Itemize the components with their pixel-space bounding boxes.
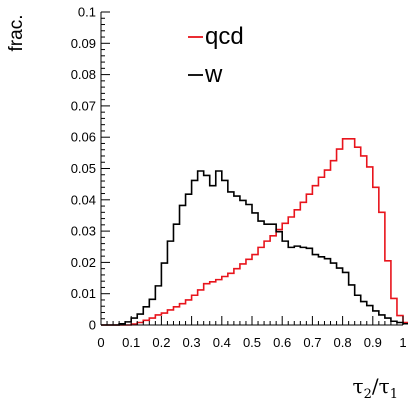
x-tick-label: 0.6 [273, 335, 291, 350]
x-tick-label: 0.7 [303, 335, 321, 350]
tick-labels-layer: 0 0.1 0.2 0.3 0.4 0.5 0.6 0.7 0.8 0.9 1 0 0.01 0.02 0.… [71, 5, 407, 351]
x-axis-title-num-sub: 2 [364, 387, 372, 402]
y-tick-label: 0 [89, 318, 96, 333]
y-tick-label: 0.05 [71, 161, 96, 176]
y-tick-label: 0.02 [71, 255, 96, 270]
y-tick-label: 0.07 [71, 98, 96, 113]
x-tick-label: 0.2 [152, 335, 170, 350]
x-tick-label: 0.5 [243, 335, 261, 350]
legend: qcd w [188, 23, 244, 88]
x-tick-label: 0.8 [334, 335, 352, 350]
x-tick-label: 0.4 [213, 335, 231, 350]
ticks-layer [100, 11, 404, 326]
x-tick-label: 0.3 [183, 335, 201, 350]
x-tick-label: 0.9 [364, 335, 382, 350]
series-line-qcd [101, 137, 408, 326]
x-tick-label: 0.1 [122, 335, 140, 350]
y-axis-title: frac. [6, 15, 27, 52]
y-tick-label: 0.01 [71, 286, 96, 301]
y-tick-label: 0.08 [71, 67, 96, 82]
legend-label-qcd: qcd [205, 23, 244, 50]
y-tick-label: 0.09 [71, 36, 96, 51]
x-tick-label: 0 [97, 335, 104, 350]
x-axis-title-num: τ [353, 374, 364, 398]
series-line-w [101, 170, 408, 326]
y-tick-label: 0.04 [71, 192, 96, 207]
series-layer [101, 137, 408, 326]
x-tick-label: 1 [399, 335, 406, 350]
x-axis-title: τ2/τ1 [353, 374, 398, 402]
legend-label-w: w [204, 61, 223, 88]
x-axis-title-den: τ [379, 374, 390, 398]
x-axis-title-slash: / [372, 374, 379, 398]
x-axis-title-den-sub: 1 [390, 387, 398, 402]
y-tick-label: 0.06 [71, 130, 96, 145]
y-tick-label: 0.1 [78, 5, 96, 20]
y-tick-label: 0.03 [71, 224, 96, 239]
